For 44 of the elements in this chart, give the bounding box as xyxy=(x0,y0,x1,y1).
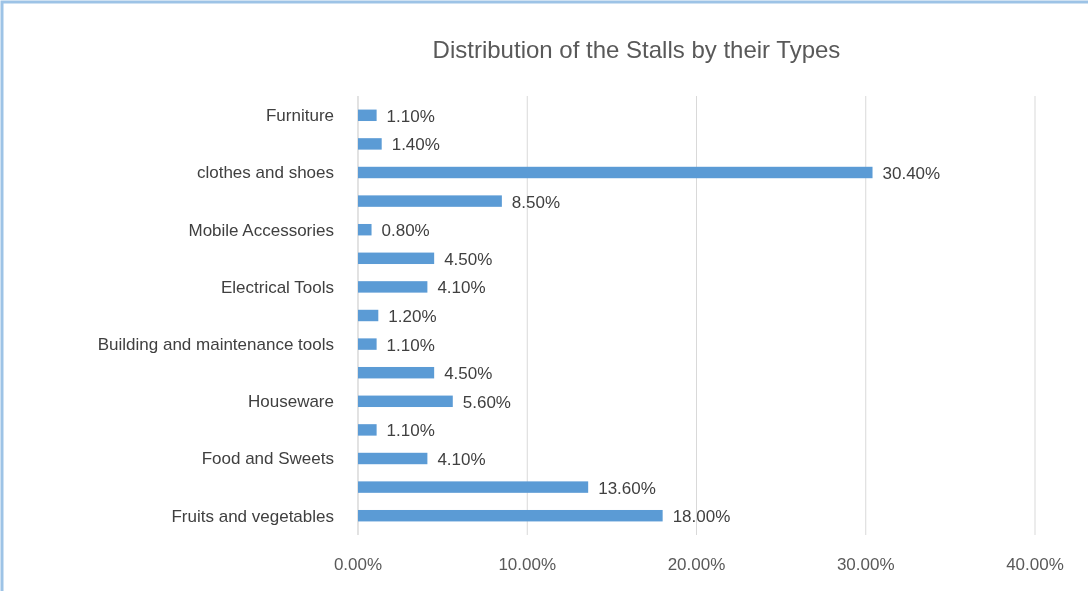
bar xyxy=(358,338,377,350)
x-tick-label: 30.00% xyxy=(836,555,895,574)
data-label: 18.00% xyxy=(672,507,731,527)
data-label: 0.80% xyxy=(381,221,430,241)
y-tick-label: Electrical Tools xyxy=(220,277,334,297)
x-tick-label: 40.00% xyxy=(1006,555,1064,574)
data-label: 5.60% xyxy=(462,392,511,412)
chart-title: Distribution of the Stalls by their Types xyxy=(432,36,841,63)
data-label: 8.50% xyxy=(511,192,561,212)
x-tick-label: 20.00% xyxy=(667,555,726,574)
data-label: 30.40% xyxy=(882,163,941,183)
data-label: 4.50% xyxy=(444,249,493,269)
x-tick-label: 10.00% xyxy=(498,555,557,574)
data-label: 1.40% xyxy=(391,135,440,155)
bar xyxy=(358,366,435,379)
bar xyxy=(358,509,663,522)
data-label: 13.60% xyxy=(598,478,656,498)
bar xyxy=(358,166,873,179)
y-tick-label: Fruits and vegetables xyxy=(171,506,334,526)
data-label: 1.20% xyxy=(388,306,437,326)
data-label: 4.10% xyxy=(437,449,486,469)
bar xyxy=(358,452,428,465)
data-label: 4.50% xyxy=(444,364,493,384)
y-tick-label: Mobile Accessories xyxy=(188,220,334,240)
bar xyxy=(358,281,428,293)
bar xyxy=(358,481,589,493)
bar xyxy=(358,195,502,207)
x-tick-label: 0.00% xyxy=(333,555,383,574)
y-tick-label: Houseware xyxy=(248,392,334,412)
bar xyxy=(358,424,377,436)
bar xyxy=(358,252,435,265)
data-label: 1.10% xyxy=(386,421,435,441)
data-label: 1.10% xyxy=(386,106,435,126)
bar xyxy=(358,109,377,122)
bar xyxy=(358,395,453,408)
data-label: 1.10% xyxy=(386,335,435,355)
y-tick-label: Furniture xyxy=(265,106,334,126)
y-tick-label: Building and maintenance tools xyxy=(97,335,334,355)
bar xyxy=(358,138,382,150)
y-tick-label: Food and Sweets xyxy=(201,449,334,469)
y-tick-label: clothes and shoes xyxy=(196,163,334,183)
data-label: 4.10% xyxy=(437,278,486,298)
bar xyxy=(358,309,379,322)
bar xyxy=(358,223,372,236)
